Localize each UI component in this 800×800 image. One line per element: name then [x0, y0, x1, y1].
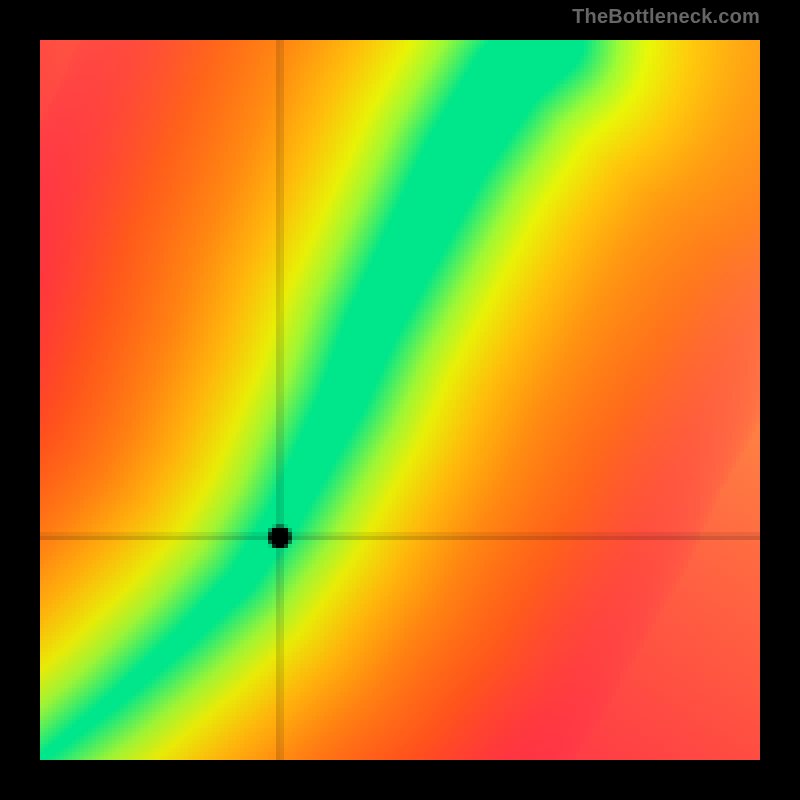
heatmap-canvas [40, 40, 760, 760]
chart-frame: TheBottleneck.com [0, 0, 800, 800]
watermark-label: TheBottleneck.com [572, 6, 760, 29]
bottleneck-heatmap [40, 40, 760, 760]
